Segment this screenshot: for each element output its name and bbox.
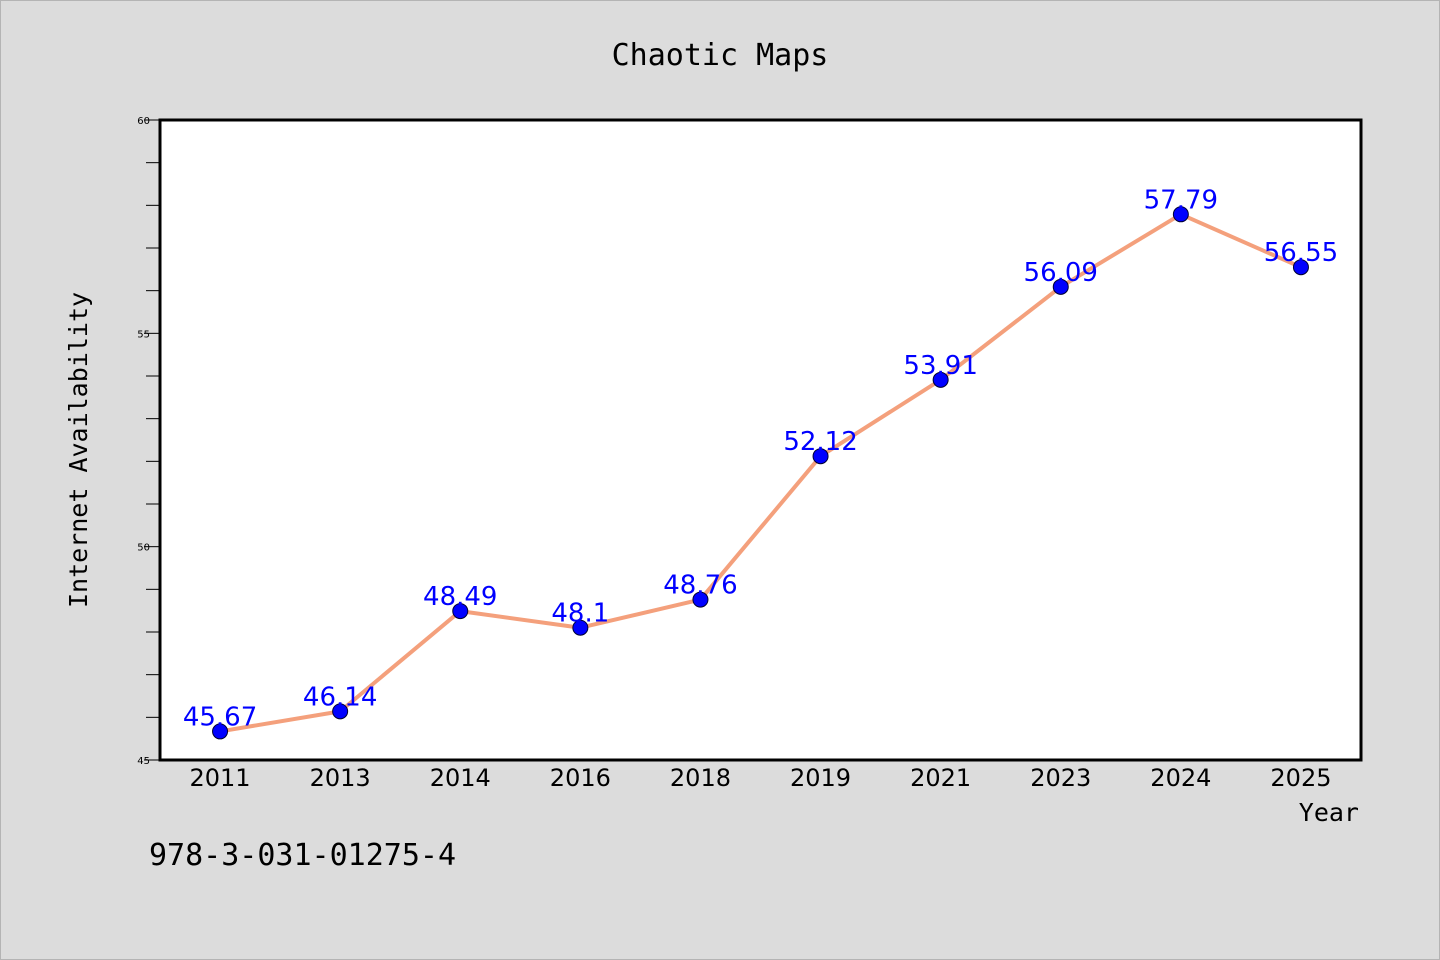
data-label: 52.12 — [783, 427, 857, 457]
y-tick-label: 55 — [137, 329, 150, 340]
x-axis-label: Year — [1299, 798, 1359, 827]
data-point-marker — [692, 591, 709, 608]
x-tick-label: 2013 — [310, 764, 371, 792]
x-tick-label: 2016 — [550, 764, 611, 792]
data-label: 48.76 — [663, 571, 737, 601]
data-point-marker — [452, 603, 469, 620]
data-label: 57.79 — [1144, 185, 1218, 215]
x-tick-label: 2024 — [1150, 764, 1211, 792]
series-line — [218, 212, 1303, 734]
x-tick-label: 2014 — [430, 764, 491, 792]
data-label: 56.55 — [1264, 238, 1338, 268]
series-layer: 45.67 46.14 48.49 48.1 48.76 52.12 53.91 56.09 5… — [183, 185, 1338, 740]
x-tick-label: 2018 — [670, 764, 731, 792]
y-tick-label: 60 — [137, 116, 150, 127]
data-point-marker — [812, 448, 829, 465]
x-axis-ticks: 2011 2013 2014 2016 2018 2019 2021 2023 2024 2025 — [190, 764, 1332, 792]
data-point-marker — [932, 371, 949, 388]
footer-identifier: 978-3-031-01275-4 — [149, 838, 456, 873]
chart-title: Chaotic Maps — [612, 38, 829, 73]
x-tick-label: 2019 — [790, 764, 851, 792]
data-label: 48.49 — [423, 582, 497, 612]
x-tick-label: 2023 — [1030, 764, 1091, 792]
data-point-marker — [1172, 206, 1189, 223]
x-tick-label: 2025 — [1270, 764, 1331, 792]
data-label: 53.91 — [903, 351, 977, 381]
y-tick-label: 45 — [137, 756, 150, 767]
y-axis-label: Internet Availability — [64, 292, 93, 608]
x-tick-label: 2021 — [910, 764, 971, 792]
data-point-marker — [1052, 278, 1069, 295]
data-label: 45.67 — [183, 702, 257, 732]
data-point-marker — [572, 619, 589, 636]
x-tick-label: 2011 — [190, 764, 251, 792]
y-axis-ticks: 45 50 55 60 — [137, 116, 160, 767]
data-point-marker — [332, 703, 349, 720]
data-point-marker — [212, 723, 229, 740]
data-label: 46.14 — [303, 682, 377, 712]
data-label: 56.09 — [1024, 258, 1098, 288]
data-label: 48.1 — [551, 599, 609, 629]
data-point-marker — [1292, 259, 1309, 276]
y-tick-label: 50 — [137, 543, 150, 554]
